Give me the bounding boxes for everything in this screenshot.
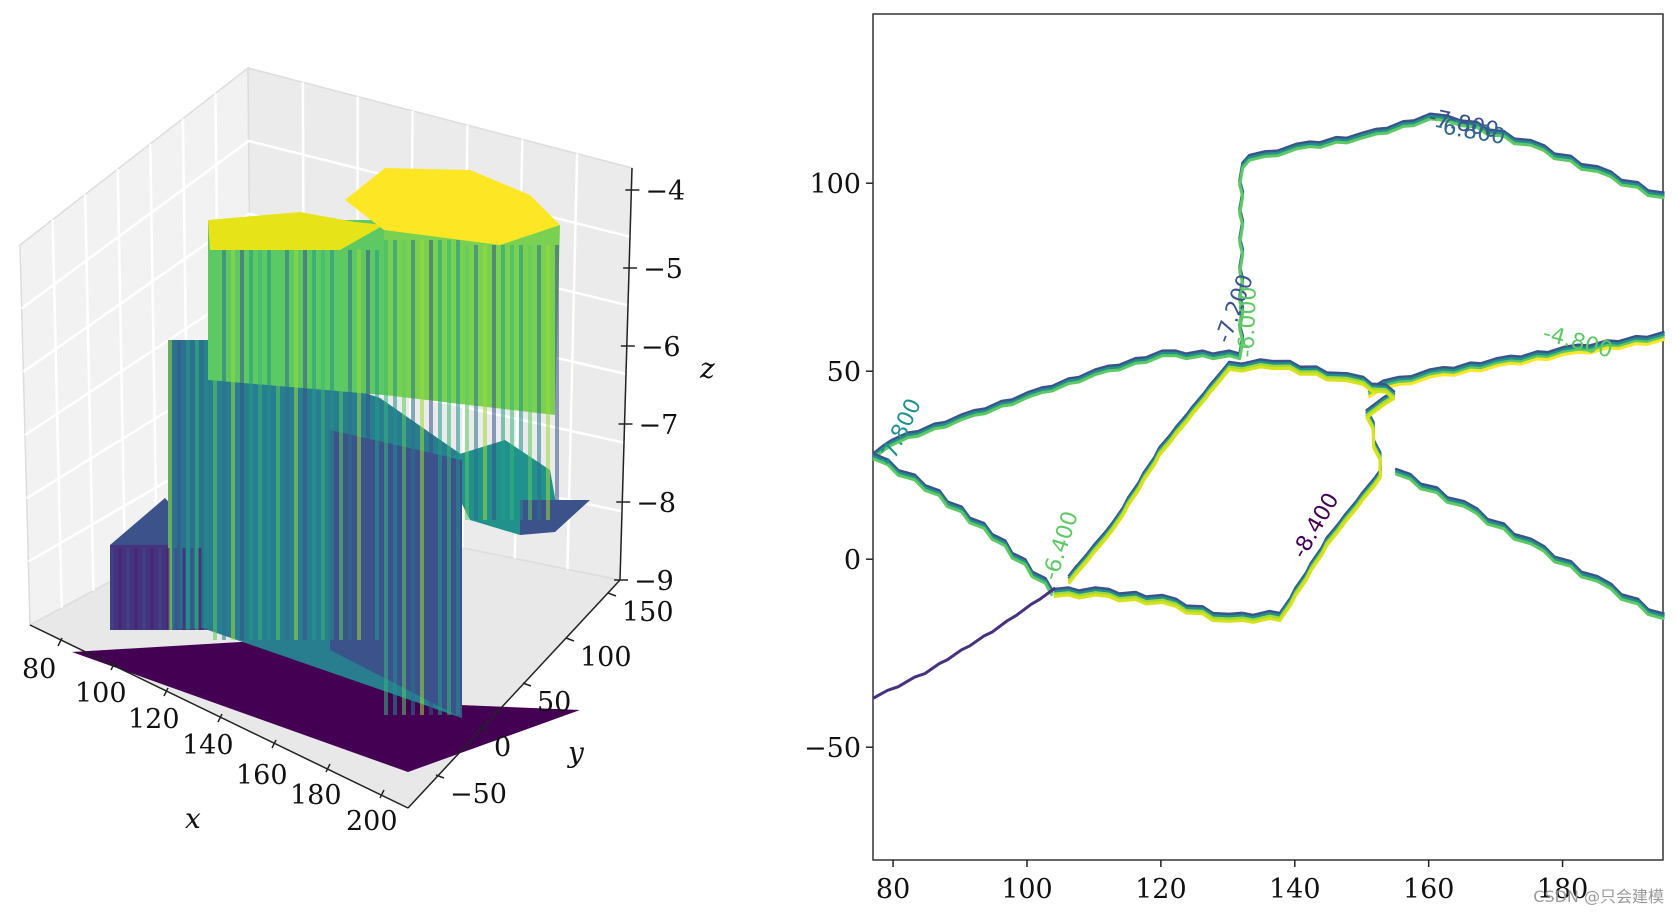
x-tick-label: 140: [182, 730, 234, 761]
contour-line-right-arm: [1367, 335, 1665, 397]
contour-plot: -7.800-6.800-7.200-6.000-7.800-4.800-6.4…: [804, 13, 1665, 905]
contour-labels: -7.800-6.800-7.200-6.000-7.800-4.800-6.4…: [874, 105, 1615, 584]
grid-line: [20, 139, 250, 310]
contour-y-ticks: −50 0 50 100: [804, 169, 873, 764]
x-axis-line: [29, 624, 409, 809]
y-tick-label: 150: [622, 597, 674, 628]
contour-line-right-arm: [1367, 333, 1665, 394]
y-tick-mark: [522, 682, 532, 687]
contour-x-tick-label: 100: [1001, 874, 1053, 905]
contour-y-tick-label: 100: [809, 169, 861, 200]
z-tick-label: −9: [634, 566, 674, 597]
contour-y-tick-label: 50: [827, 357, 861, 388]
contour-line-right-arm: [1367, 330, 1665, 392]
x-tick-mark: [271, 739, 277, 749]
contour-y-tick-label: −50: [804, 733, 861, 764]
z-tick-label: −8: [636, 488, 676, 519]
y-tick-label: 100: [580, 642, 632, 673]
contour-y-tick-label: 0: [844, 545, 861, 576]
contour-x-ticks: 80 100 120 140 160 180: [876, 860, 1588, 905]
x-axis-label: x: [185, 802, 201, 835]
y-tick-mark: [607, 592, 617, 597]
z-tick-label: −4: [645, 176, 685, 207]
y-tick-label: −50: [450, 779, 507, 810]
contour-x-tick-label: 160: [1403, 874, 1455, 905]
contour-plot-frame: [872, 13, 1664, 861]
y-tick-mark: [479, 727, 489, 732]
contour-x-tick-label: 180: [1537, 874, 1589, 905]
contour-lines: [872, 112, 1665, 700]
contour-line-top-boundary: [872, 117, 1665, 460]
x-tick-mark: [57, 637, 63, 647]
x-tick-label: 200: [346, 806, 398, 837]
contour-line-top-boundary: [872, 112, 1665, 456]
x-tick-label: 80: [22, 654, 56, 685]
contour-line-inner-loop: [1053, 358, 1396, 617]
z-ticks-3d: −9 −8 −7 −6 −5 −4: [614, 176, 685, 597]
z-axis-line: [619, 167, 633, 581]
contour-x-tick-label: 80: [876, 874, 910, 905]
surface-floor: [72, 636, 580, 772]
contour-line-bottom-left-tail: [872, 586, 1057, 700]
contour-line-inner-loop: [1053, 365, 1396, 624]
contour-line-right-arm: [1367, 337, 1665, 399]
y-ticks-3d: −50 0 50 100 150: [435, 592, 674, 810]
surface-stripes: [110, 240, 559, 715]
x-tick-label: 160: [236, 760, 288, 791]
z-tick-label: −6: [641, 332, 681, 363]
upper-right-top: [345, 168, 560, 245]
x-tick-mark: [163, 687, 169, 697]
y-axis-line: [407, 579, 621, 809]
contour-line-right-lower-edge: [1394, 467, 1665, 616]
tall-block-right: [384, 225, 560, 415]
x-tick-mark: [379, 789, 385, 799]
contour-label: -6.000: [1234, 286, 1261, 358]
y-tick-label: 0: [494, 732, 511, 763]
contour-x-tick-label: 140: [1269, 874, 1321, 905]
contour-line-left-lower-edge: [872, 457, 1054, 597]
watermark: CSDN @只会建模: [1533, 887, 1664, 906]
y-tick-mark: [565, 637, 575, 642]
x-tick-label: 180: [290, 780, 342, 811]
x-tick-mark: [325, 763, 331, 773]
contour-line-right-lower-edge: [1394, 469, 1665, 618]
x-tick-label: 100: [75, 678, 127, 709]
contour-line-right-lower-edge: [1394, 472, 1665, 621]
z-axis-label: z: [699, 352, 715, 385]
y-axis-label: y: [566, 736, 585, 769]
contour-line-inner-loop: [1053, 360, 1396, 620]
y-tick-mark: [435, 774, 445, 779]
z-tick-label: −7: [639, 410, 679, 441]
x-tick-mark: [217, 713, 223, 723]
x-tick-mark: [110, 661, 116, 671]
x-tick-label: 120: [128, 704, 180, 735]
contour-line-inner-loop: [1053, 362, 1396, 622]
y-tick-label: 50: [537, 687, 571, 718]
z-tick-label: −5: [643, 254, 683, 285]
contour-x-tick-label: 120: [1135, 874, 1187, 905]
upper-left-top: [208, 212, 384, 250]
